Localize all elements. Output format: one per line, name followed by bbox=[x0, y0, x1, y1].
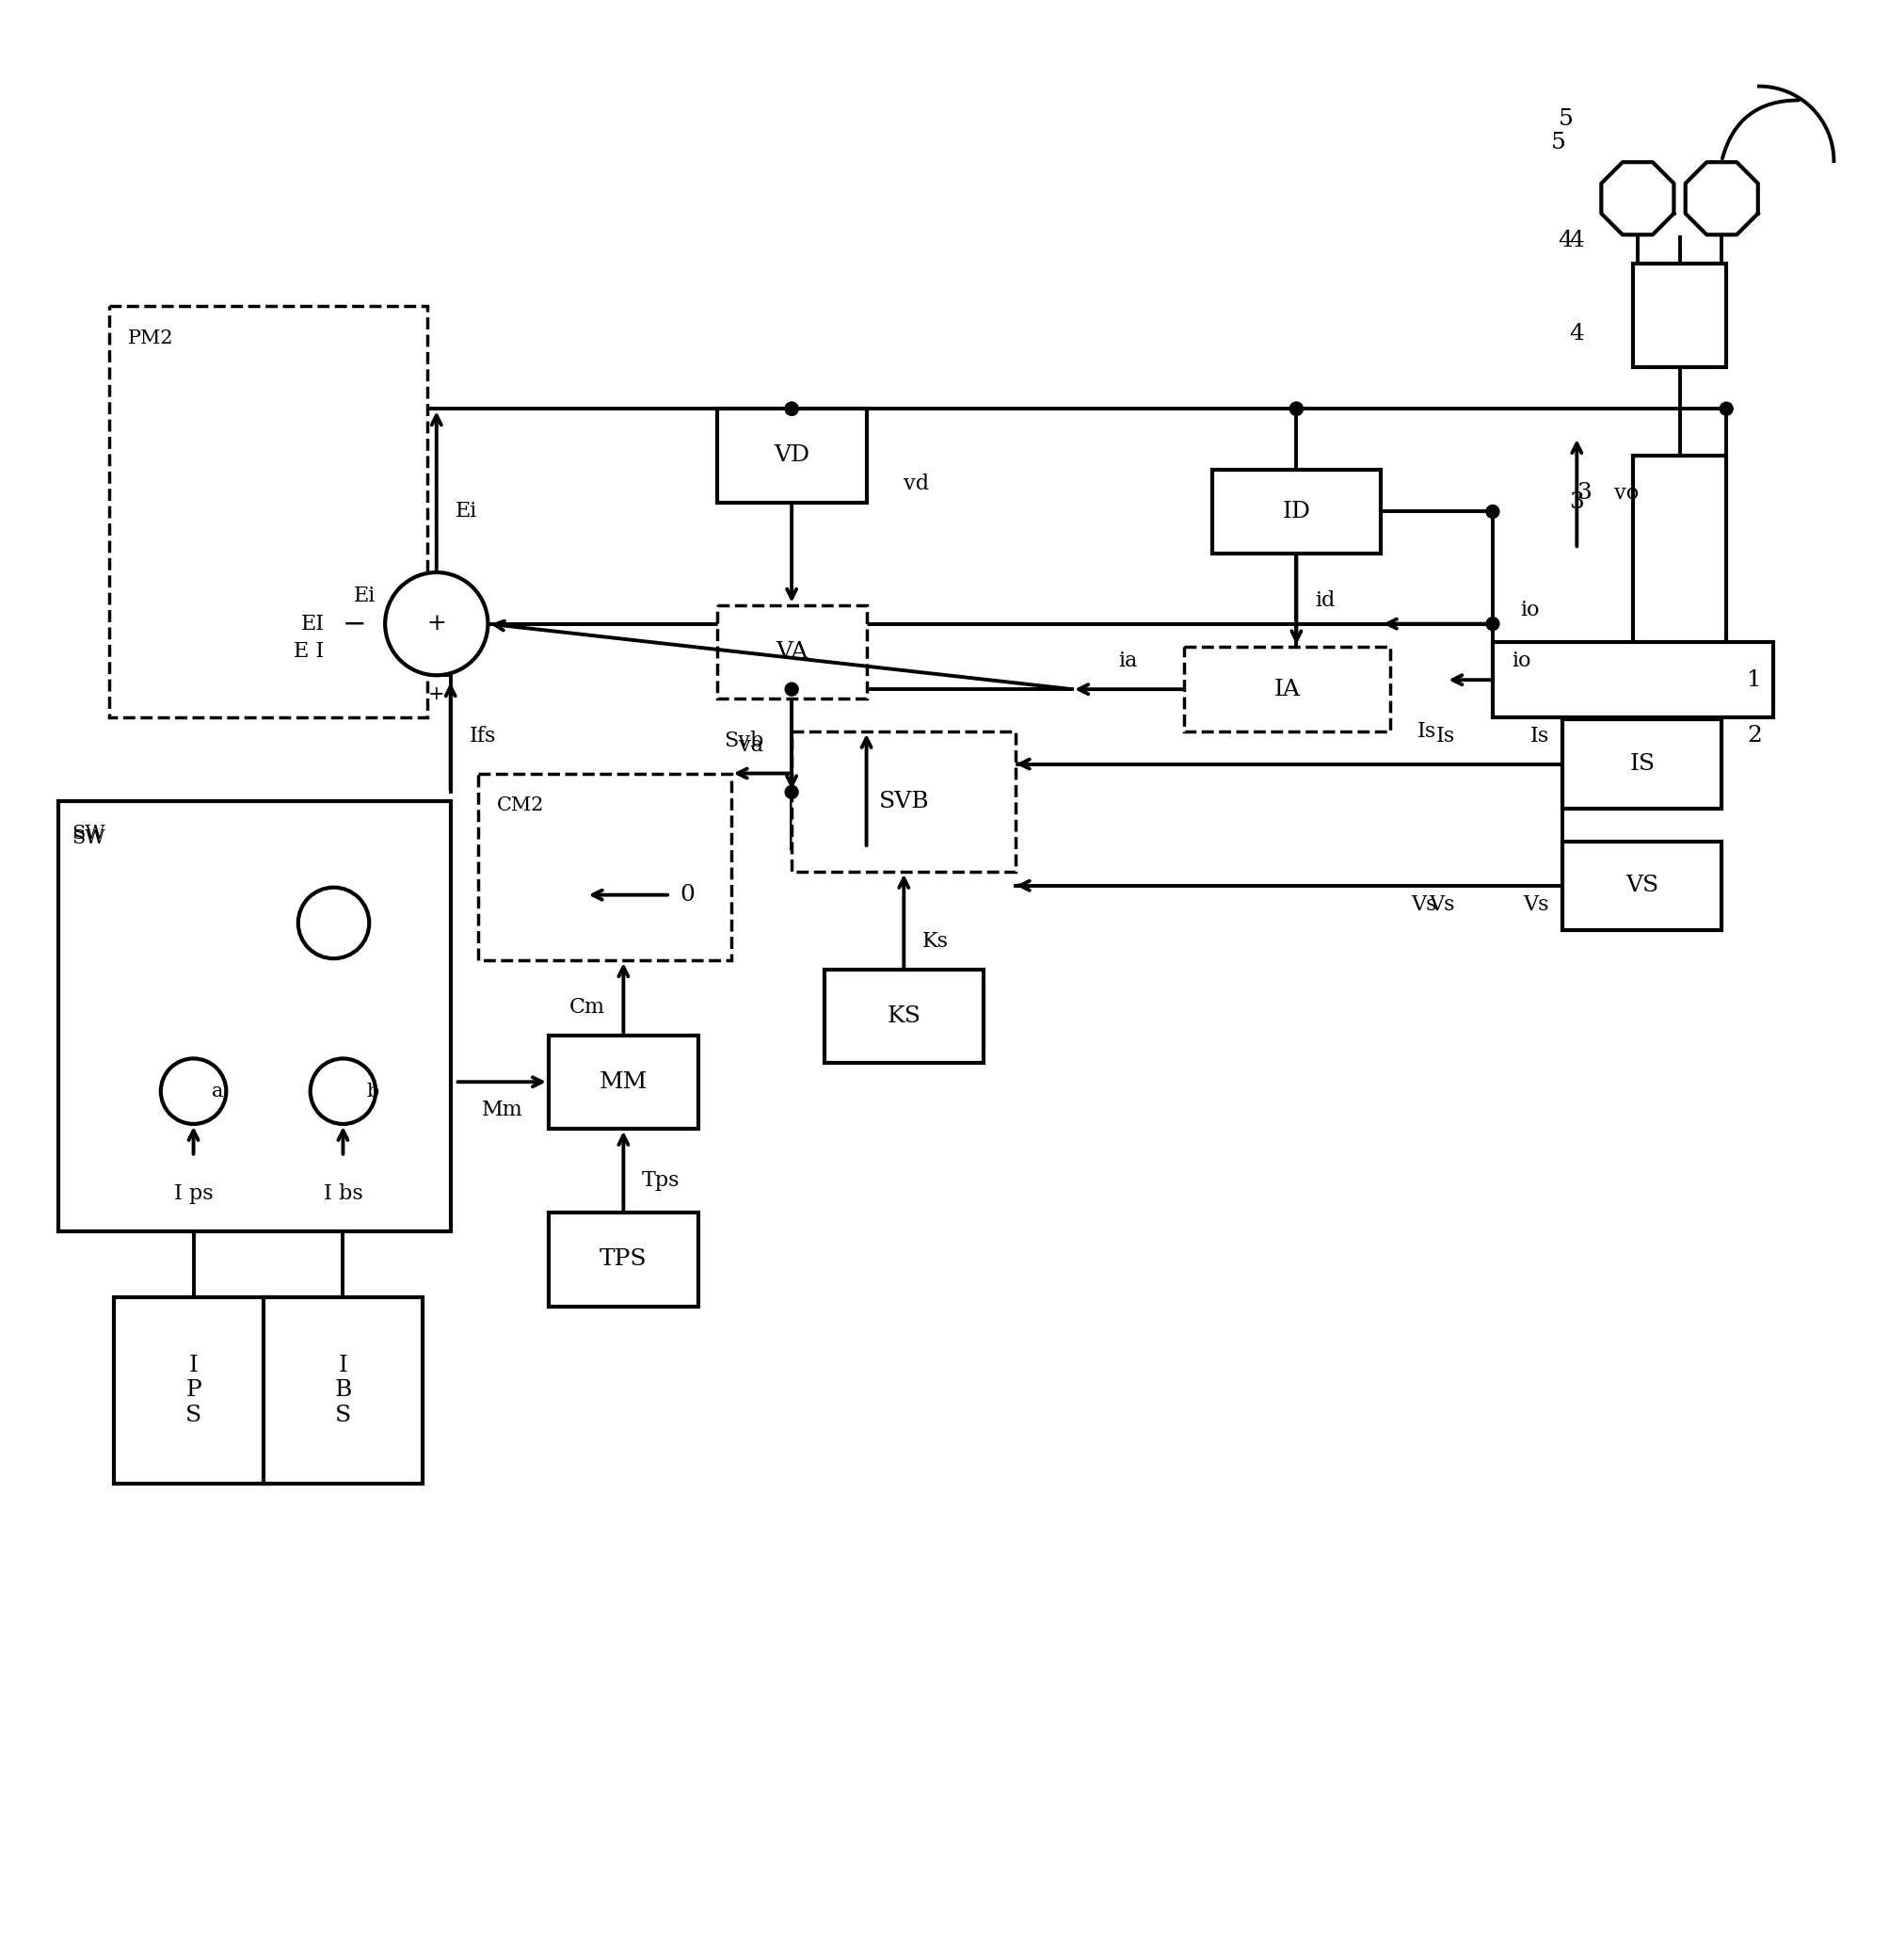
Text: Ifs: Ifs bbox=[468, 725, 495, 747]
Text: Svb: Svb bbox=[723, 731, 763, 751]
Text: SW: SW bbox=[72, 829, 106, 847]
Text: VA: VA bbox=[774, 641, 807, 662]
Text: EI: EI bbox=[300, 613, 325, 635]
Text: a: a bbox=[212, 1082, 223, 1100]
Bar bbox=[716, 410, 865, 502]
Text: Vs: Vs bbox=[1523, 894, 1547, 915]
Circle shape bbox=[784, 786, 797, 798]
Text: PM2: PM2 bbox=[128, 329, 174, 347]
Text: TPS: TPS bbox=[599, 1249, 646, 1270]
Text: Vs: Vs bbox=[1428, 894, 1455, 915]
Text: io: io bbox=[1511, 651, 1530, 672]
Bar bbox=[548, 1035, 697, 1129]
Circle shape bbox=[1719, 402, 1732, 416]
Text: +: + bbox=[427, 613, 446, 635]
Text: Mm: Mm bbox=[482, 1100, 521, 1121]
Bar bbox=[263, 1298, 423, 1484]
Text: KS: KS bbox=[886, 1005, 920, 1027]
Text: 5: 5 bbox=[1557, 108, 1572, 129]
Text: −: − bbox=[342, 610, 366, 639]
Text: vd: vd bbox=[903, 472, 929, 494]
Text: 5: 5 bbox=[1549, 131, 1564, 153]
Text: I
B
S: I B S bbox=[334, 1354, 351, 1427]
Circle shape bbox=[385, 572, 487, 676]
Text: Vs: Vs bbox=[1409, 894, 1436, 915]
Bar bbox=[548, 1213, 697, 1305]
Circle shape bbox=[1485, 617, 1498, 631]
Circle shape bbox=[1288, 402, 1302, 416]
Bar bbox=[1562, 841, 1721, 929]
Circle shape bbox=[784, 682, 797, 696]
Bar bbox=[1562, 719, 1721, 808]
Text: Ei: Ei bbox=[455, 502, 476, 521]
Bar bbox=[478, 774, 731, 960]
Text: 0: 0 bbox=[680, 884, 693, 906]
Text: MM: MM bbox=[599, 1070, 648, 1094]
Text: 4: 4 bbox=[1557, 229, 1572, 251]
Text: IS: IS bbox=[1628, 753, 1655, 774]
Bar bbox=[716, 606, 865, 698]
Text: CM2: CM2 bbox=[497, 798, 544, 815]
Bar bbox=[59, 802, 450, 1231]
Text: 3: 3 bbox=[1568, 492, 1583, 514]
Bar bbox=[824, 970, 982, 1062]
Bar bbox=[1632, 265, 1725, 367]
Text: Ks: Ks bbox=[922, 931, 948, 953]
Text: Is: Is bbox=[1528, 725, 1547, 747]
Text: Tps: Tps bbox=[642, 1170, 680, 1190]
Text: IA: IA bbox=[1273, 678, 1300, 700]
Text: I ps: I ps bbox=[174, 1184, 213, 1205]
Text: I
P
S: I P S bbox=[185, 1354, 202, 1427]
Text: ID: ID bbox=[1281, 502, 1309, 523]
Text: E I: E I bbox=[295, 641, 325, 662]
Text: SVB: SVB bbox=[878, 790, 929, 811]
Text: VD: VD bbox=[773, 445, 808, 466]
Circle shape bbox=[784, 402, 797, 416]
Text: va: va bbox=[739, 735, 763, 757]
Text: b: b bbox=[366, 1082, 378, 1100]
Text: vo: vo bbox=[1613, 482, 1638, 504]
Circle shape bbox=[1485, 506, 1498, 517]
Bar bbox=[113, 1298, 272, 1484]
Text: ia: ia bbox=[1118, 651, 1137, 672]
Circle shape bbox=[161, 1058, 227, 1123]
Text: 4: 4 bbox=[1568, 323, 1583, 345]
Bar bbox=[791, 731, 1016, 872]
Bar bbox=[1492, 643, 1772, 717]
Text: io: io bbox=[1521, 600, 1540, 619]
Bar bbox=[1184, 647, 1388, 731]
Circle shape bbox=[1288, 402, 1302, 416]
Text: I bs: I bs bbox=[323, 1184, 363, 1205]
Circle shape bbox=[298, 888, 368, 958]
Text: 3: 3 bbox=[1575, 482, 1591, 504]
Text: 1: 1 bbox=[1745, 668, 1761, 690]
Text: 4: 4 bbox=[1568, 229, 1583, 251]
Text: +: + bbox=[429, 684, 444, 704]
Bar bbox=[110, 306, 427, 717]
Text: Is: Is bbox=[1417, 721, 1436, 741]
Text: SW: SW bbox=[72, 825, 106, 843]
Text: VS: VS bbox=[1625, 874, 1659, 896]
Circle shape bbox=[784, 402, 797, 416]
Text: Is: Is bbox=[1436, 725, 1455, 747]
Bar bbox=[1632, 455, 1725, 661]
Text: 2: 2 bbox=[1745, 725, 1761, 747]
Bar bbox=[1211, 470, 1379, 553]
Text: Cm: Cm bbox=[569, 998, 604, 1017]
Text: id: id bbox=[1315, 590, 1334, 612]
Circle shape bbox=[310, 1058, 376, 1123]
Text: Ei: Ei bbox=[353, 586, 376, 606]
